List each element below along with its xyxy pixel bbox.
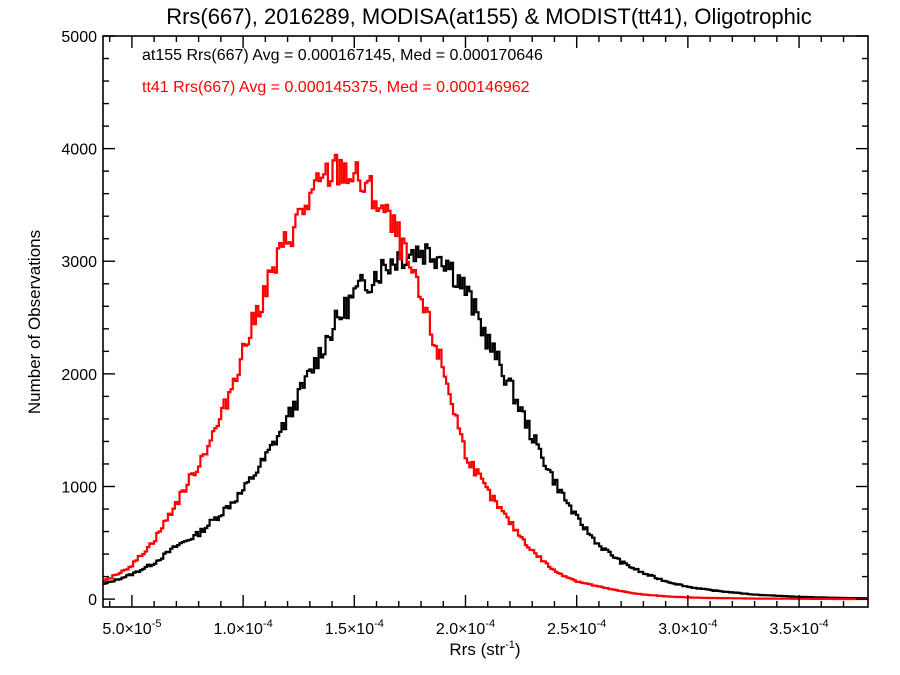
axis-ticks: 0 1000 2000 3000 4000 5000 5.0×10-5 1.0×10-4 1.5… <box>61 29 868 638</box>
y-tick-label: 5000 <box>61 29 97 46</box>
plot-area <box>103 153 868 601</box>
tt41-histogram-line <box>103 153 868 601</box>
x-tick-label: 3.0×10-4 <box>658 618 717 638</box>
x-tick-label: 1.0×10-4 <box>214 618 273 638</box>
y-tick-label: 3000 <box>61 254 97 271</box>
at155-stats-annotation: at155 Rrs(667) Avg = 0.000167145, Med = … <box>142 47 543 64</box>
y-tick-label: 0 <box>88 592 97 609</box>
plot-frame <box>102 35 869 608</box>
y-tick-label: 2000 <box>61 367 97 384</box>
x-tick-label: 3.5×10-4 <box>769 618 828 638</box>
tt41-stats-annotation: tt41 Rrs(667) Avg = 0.000145375, Med = 0… <box>142 79 530 96</box>
x-tick-label: 1.5×10-4 <box>325 618 384 638</box>
x-tick-label: 5.0×10-5 <box>102 618 161 638</box>
chart-title: Rrs(667), 2016289, MODISA(at155) & MODIS… <box>166 4 812 29</box>
x-tick-label: 2.5×10-4 <box>547 618 606 638</box>
at155-histogram-line <box>103 243 868 600</box>
y-tick-label: 1000 <box>61 479 97 496</box>
y-tick-label: 4000 <box>61 142 97 159</box>
y-axis-label: Number of Observations <box>25 230 44 414</box>
x-tick-label: 2.0×10-4 <box>436 618 495 638</box>
x-axis-label: Rrs (str-1) <box>449 639 520 659</box>
